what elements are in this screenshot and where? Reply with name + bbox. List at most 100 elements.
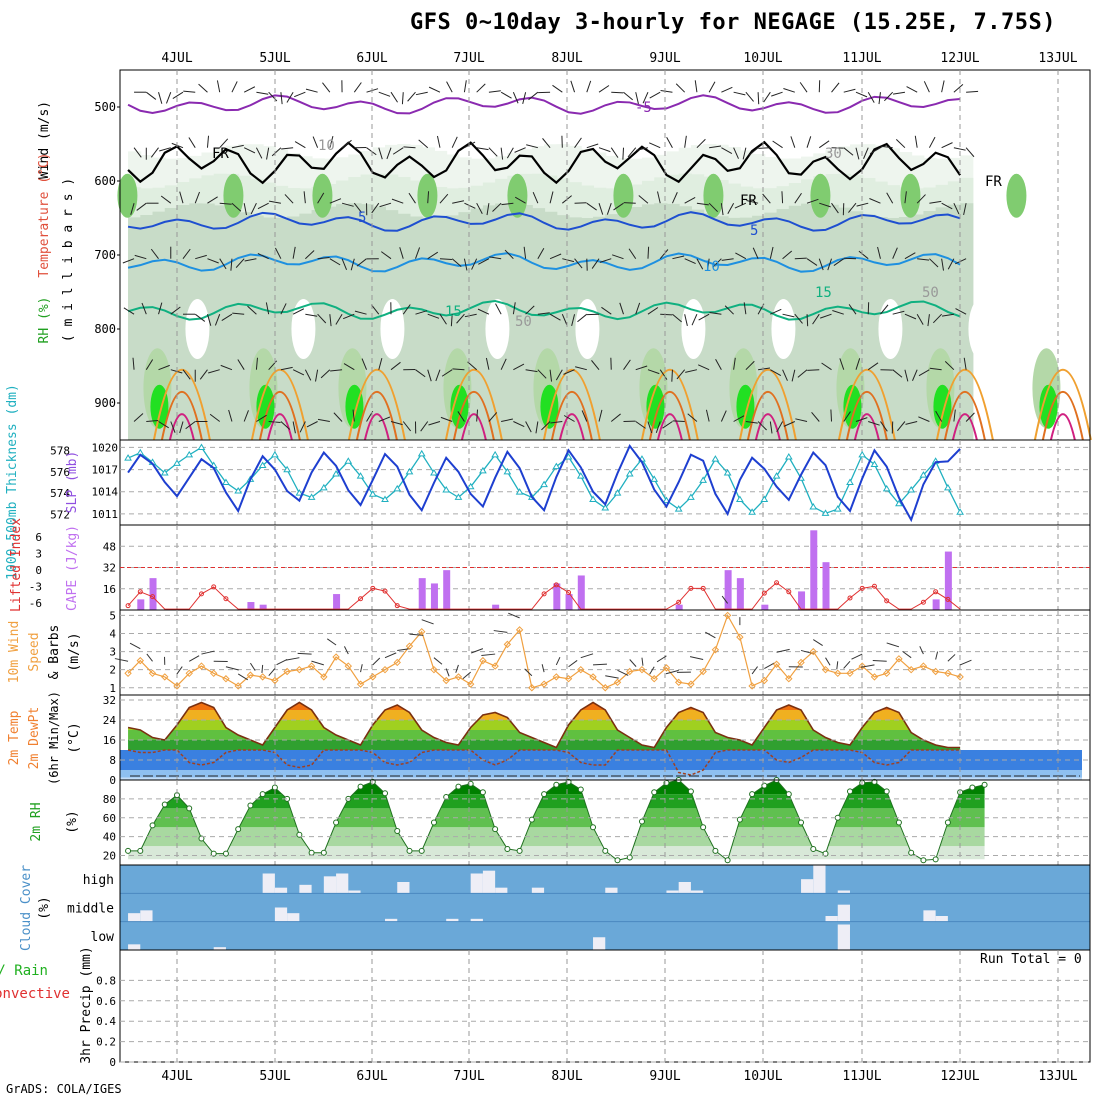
cloud-ylabel-2: (%) <box>37 896 52 919</box>
wind-barb <box>506 147 514 159</box>
rh2m-point <box>846 788 853 795</box>
wind10m-barb <box>617 669 629 676</box>
lifted-index-point <box>382 588 388 594</box>
wind-barb <box>628 248 637 259</box>
wind-barb <box>806 314 809 327</box>
wind-barb <box>799 82 808 93</box>
wind10m-barb <box>237 673 248 681</box>
wind-barb <box>476 409 479 422</box>
wind-barb <box>356 258 367 267</box>
wind-barb <box>255 357 258 370</box>
ytick-rh: 60 <box>103 812 116 825</box>
wind10m-barb <box>470 648 484 654</box>
rh2m-point <box>736 816 743 823</box>
rh-ylabel-2: (%) <box>65 810 80 833</box>
cloud-level-label: low <box>91 930 115 945</box>
wind-barb <box>904 252 916 260</box>
cloud-level-label: high <box>83 873 114 888</box>
wind-barb <box>671 369 673 382</box>
cloud-bar-low <box>128 944 141 950</box>
wind-barb <box>843 147 854 156</box>
rh-dry-pocket <box>878 299 903 359</box>
wind-barb <box>485 357 490 370</box>
wind-barb <box>292 308 305 315</box>
lifted-index-point <box>920 599 926 605</box>
wind-barb <box>526 144 538 149</box>
wind-barb <box>179 421 184 434</box>
wind-barb <box>947 258 955 270</box>
wind-barb <box>647 246 650 259</box>
ytick-slp: 1020 <box>92 441 119 454</box>
wind-barb <box>591 258 600 269</box>
lifted-index-point <box>198 591 204 597</box>
wind-barb <box>746 200 759 204</box>
wind10m-point <box>809 647 817 656</box>
thickness-point <box>846 478 854 485</box>
wind10m-barb <box>705 631 716 639</box>
wind-barb <box>194 313 206 322</box>
ytick-temp: 24 <box>103 714 117 727</box>
wind-barb <box>941 258 945 271</box>
isotherm-15C <box>127 299 961 321</box>
date-label-top: 11JUL <box>842 51 881 66</box>
wind10m-point <box>589 673 597 681</box>
wind-barb <box>855 91 868 98</box>
precip-ylabel-mm: 3hr Precip (mm) <box>79 946 94 1063</box>
wind-barb <box>963 357 967 370</box>
chart-title: GFS 0~10day 3-hourly for NEGAGE (15.25E,… <box>410 10 1057 35</box>
date-label-top: 6JUL <box>356 51 387 66</box>
wind-barb <box>354 310 367 315</box>
wind-barb <box>329 314 332 327</box>
wind-barb <box>685 369 698 373</box>
rh2m-point <box>822 850 829 857</box>
upper-ylabel-wind: Wind (m/s) <box>37 101 52 179</box>
wind-barb <box>555 369 563 381</box>
wind-barb <box>549 253 562 260</box>
wind-barb <box>220 364 233 371</box>
wind-barb <box>501 202 514 206</box>
wind-barb <box>691 313 698 326</box>
wind-barb <box>721 258 734 261</box>
wind-barb <box>221 313 233 321</box>
wind-barb <box>390 421 403 426</box>
wind-barb <box>953 83 964 93</box>
lifted-index-point <box>871 583 877 589</box>
wind10m-point <box>540 680 548 688</box>
date-label-bottom: 4JUL <box>161 1069 192 1084</box>
wind-barb <box>294 141 306 149</box>
wind-barb <box>869 198 881 204</box>
wind-barb <box>463 80 467 93</box>
thickness-point <box>417 449 426 457</box>
contour-label: 50 <box>515 314 532 330</box>
rh-midlevel-moist <box>507 173 528 218</box>
wind10m-barb <box>935 651 939 660</box>
thickness-point <box>601 504 610 511</box>
rh2m-point <box>932 856 939 863</box>
wind-barb <box>724 305 734 315</box>
wind10m-point <box>821 665 830 674</box>
rh-saturated-core <box>843 384 862 429</box>
wind10m-barb <box>689 656 704 660</box>
isotherm-20C-arc <box>1033 369 1092 441</box>
panel-frame-wind <box>119 609 1091 696</box>
wind-barb <box>562 258 575 263</box>
thickness-point <box>919 471 928 478</box>
wind-barb <box>622 147 624 160</box>
wind-barb <box>523 246 527 259</box>
wind-barb <box>914 135 918 148</box>
wind-barb <box>577 313 588 323</box>
wind10m-point <box>907 665 915 674</box>
wind-barb <box>748 147 759 156</box>
ytick-thickness: 574 <box>50 487 70 500</box>
wind-barb <box>782 250 793 260</box>
wind10m-point <box>393 658 401 667</box>
wind10m-point <box>173 682 181 690</box>
wind-barb <box>322 82 331 93</box>
wind-barb <box>146 419 159 422</box>
wind-barb <box>769 421 773 434</box>
wind10m-barb <box>326 638 337 646</box>
wind-barb <box>456 313 465 324</box>
wind-barb <box>158 364 170 371</box>
wind10m-point <box>320 673 328 681</box>
wind-barb <box>571 314 576 326</box>
